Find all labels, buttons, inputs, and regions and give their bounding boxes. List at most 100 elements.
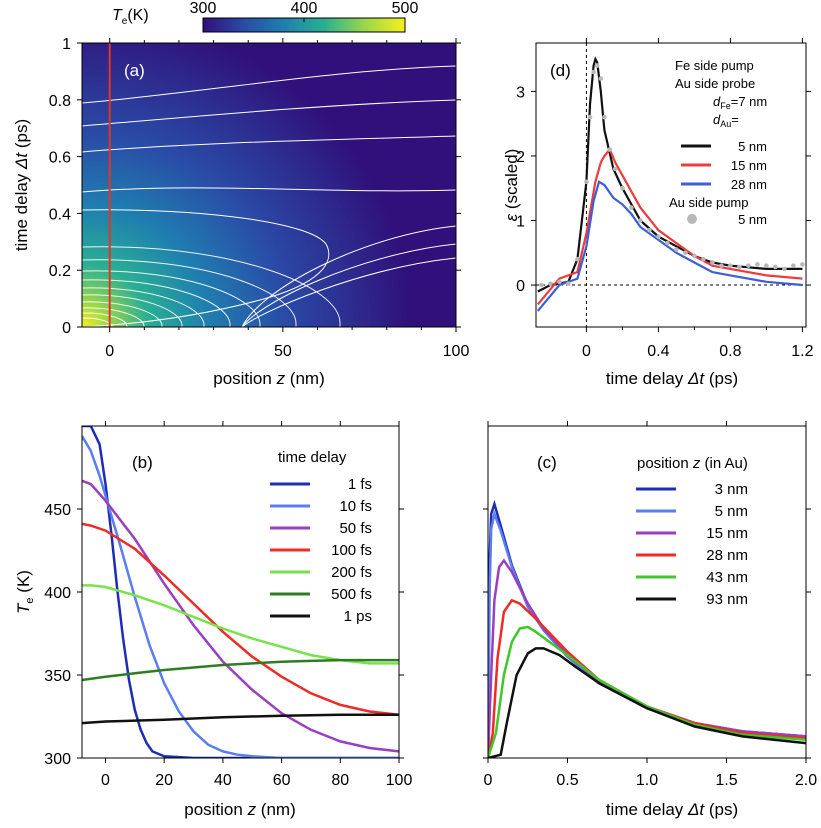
legend-label: 1 ps xyxy=(344,608,372,625)
x-tick-label-b: 60 xyxy=(273,772,291,789)
series-line xyxy=(488,598,806,758)
colorbar-tick-label: 300 xyxy=(190,0,217,17)
contour-line xyxy=(82,259,297,327)
data-point xyxy=(594,63,600,68)
y-tick-label-b: 300 xyxy=(44,751,71,768)
x-tick-label-c: 1.5 xyxy=(715,772,737,789)
colorbar-tick-label: 400 xyxy=(291,0,318,17)
legend-label: 500 fs xyxy=(331,586,372,603)
x-tick-label-b: 0 xyxy=(101,772,110,789)
legend-dot xyxy=(687,214,697,224)
data-point xyxy=(584,179,589,185)
data-point xyxy=(728,263,733,268)
legend-text: dFe=7 nm xyxy=(713,94,767,111)
legend-label: 28 nm xyxy=(731,177,767,192)
data-point xyxy=(656,234,661,239)
y-tick-label-d: 3 xyxy=(516,84,525,101)
data-point xyxy=(755,262,760,267)
legend-text: dAu= xyxy=(713,112,739,129)
contour-line xyxy=(82,99,456,127)
series-line xyxy=(82,522,399,717)
data-point xyxy=(674,247,679,252)
data-point xyxy=(629,205,634,210)
series-line xyxy=(536,147,803,306)
legend-label: 10 fs xyxy=(339,498,372,515)
data-point xyxy=(746,263,751,268)
contour-line xyxy=(82,301,163,327)
data-point xyxy=(539,282,544,288)
x-axis-label-c: time delay Δt (ps) xyxy=(606,800,738,819)
x-axis-label-a: position z (nm) xyxy=(213,369,325,388)
series-line xyxy=(488,625,806,758)
legend-label: 1 fs xyxy=(348,476,372,493)
x-tick-label-d: 1.2 xyxy=(791,343,813,360)
x-tick-label-a: 50 xyxy=(274,343,292,360)
colorbar-label: Te(K) xyxy=(112,7,149,27)
colorbar-tick-label: 500 xyxy=(392,0,419,17)
data-point xyxy=(701,256,706,262)
y-tick-label-d: 2 xyxy=(516,149,525,166)
data-point xyxy=(602,114,607,120)
x-tick-label-c: 1.0 xyxy=(636,772,658,789)
legend-label: 28 nm xyxy=(706,547,748,564)
data-point xyxy=(683,250,688,256)
y-tick-label-a: 0.2 xyxy=(49,263,71,280)
y-tick-label-d: 1 xyxy=(516,214,525,231)
legend-label: 50 fs xyxy=(339,520,372,537)
series-line xyxy=(82,658,399,682)
contour-line xyxy=(82,209,330,327)
data-point xyxy=(587,114,593,120)
y-tick-label-a: 0 xyxy=(62,320,71,337)
x-axis-label-d: time delay Δt (ps) xyxy=(606,369,738,388)
panel-d: 0 0.4 0.8 1.2 0 1 2 3 (d) Fe side pump Au side p… xyxy=(502,38,814,388)
data-point xyxy=(665,240,670,246)
y-axis-label-a: time delay Δt (ps) xyxy=(12,119,31,251)
legend-label: 43 nm xyxy=(706,569,748,586)
data-point xyxy=(575,256,580,262)
legend-label: 100 fs xyxy=(331,542,372,559)
series-line xyxy=(488,647,806,758)
series-line xyxy=(488,558,806,758)
x-tick-label-c: 2.0 xyxy=(795,772,817,789)
x-tick-label-a: 0 xyxy=(105,343,114,360)
series-line xyxy=(82,713,399,725)
data-point xyxy=(591,69,596,75)
series-line xyxy=(488,509,806,758)
contour-line xyxy=(82,65,456,104)
data-point xyxy=(692,253,697,259)
data-point xyxy=(719,263,724,268)
data-point xyxy=(638,218,643,223)
x-tick-label-b: 40 xyxy=(214,772,232,789)
panel-c: 0 0.5 1.0 1.5 2.0 (c) position z (in Au) 3 n… xyxy=(483,421,817,819)
plot-frame-a xyxy=(81,42,457,328)
data-point xyxy=(773,264,778,270)
contour-line xyxy=(82,246,341,327)
legend-label: 5 nm xyxy=(738,139,767,154)
data-point xyxy=(612,166,618,172)
y-tick-label-d: 0 xyxy=(516,278,525,295)
x-tick-label-b: 20 xyxy=(155,772,173,789)
data-point xyxy=(557,279,562,285)
panel-a: 0 50 100 0 0.2 0.4 0.6 0.8 1 (a) position z (nm)… xyxy=(12,36,469,388)
series-line xyxy=(537,56,803,293)
y-axis-label-d: ε (scaled) xyxy=(502,149,521,222)
legend-label: 15 nm xyxy=(731,158,767,173)
panel-label-b: (b) xyxy=(132,453,153,472)
x-tick-label-b: 80 xyxy=(331,772,349,789)
contour-line xyxy=(82,187,456,193)
x-tick-label-d: 0.4 xyxy=(647,343,669,360)
y-tick-label-a: 0.4 xyxy=(49,206,71,223)
data-point xyxy=(737,264,742,270)
panel-label-a: (a) xyxy=(124,61,145,80)
data-point xyxy=(548,281,553,287)
y-tick-label-a: 0.6 xyxy=(49,150,71,167)
legend-label: 3 nm xyxy=(715,481,748,498)
contour-line xyxy=(82,307,145,327)
colorbar: Te(K) 300 400 500 xyxy=(112,0,419,33)
heatmap xyxy=(82,43,456,327)
contour-line xyxy=(241,257,456,327)
x-axis-label-b: position z (nm) xyxy=(184,800,296,819)
x-tick-label-c: 0 xyxy=(484,772,493,789)
